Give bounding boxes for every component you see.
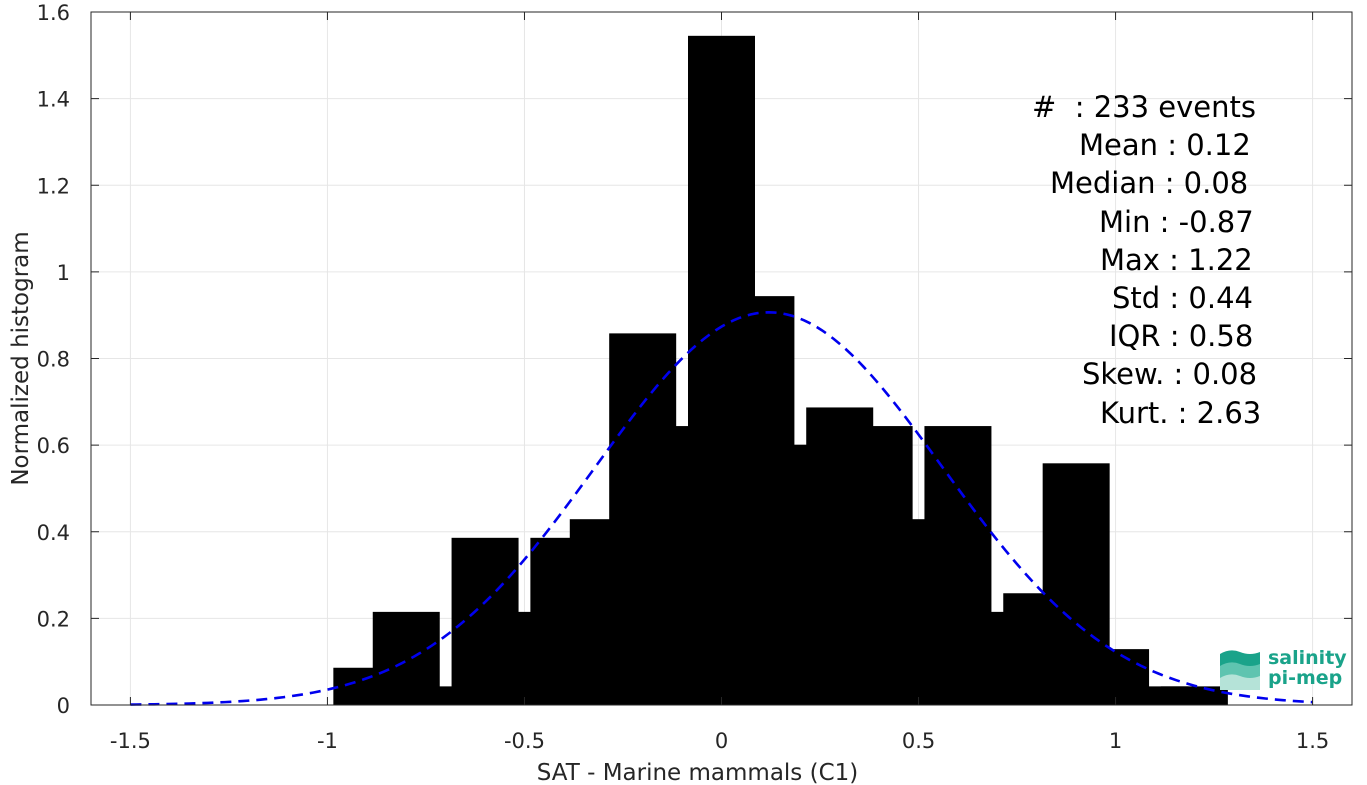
- stat-std: Std : 0.44: [1112, 281, 1253, 316]
- stat-skew: Skew. : 0.08: [1082, 357, 1258, 392]
- logo-text: salinity pi-mep: [1268, 648, 1347, 688]
- y-tick-label-1: 0.2: [37, 607, 70, 631]
- stat-kurt: Kurt. : 2.63: [1100, 395, 1262, 430]
- histogram-bars: [333, 35, 1228, 705]
- y-tick-label-5: 1: [57, 261, 70, 285]
- y-axis-ticks: 0 0.2 0.4 0.6 0.8 1 1.2 1.4 1.6: [37, 1, 1352, 718]
- stat-events: # : 233 events: [1032, 90, 1256, 124]
- y-tick-label-6: 1.2: [37, 174, 70, 198]
- y-axis-label: Normalized histogram: [8, 231, 34, 485]
- x-tick-label-4: 0.5: [902, 729, 935, 753]
- statistics-box: # : 233 events Mean : 0.12 Median : 0.08…: [960, 88, 1320, 432]
- x-axis-ticks: -1.5 -1 -0.5 0 0.5 1 1.5: [110, 12, 1329, 753]
- stat-iqr: IQR : 0.58: [1109, 319, 1254, 354]
- normal-fit-curve: [130, 310, 1313, 706]
- stat-min: Min : -0.87: [1099, 204, 1254, 239]
- logo-line2: pi-mep: [1268, 667, 1343, 689]
- stat-mean: Mean : 0.12: [1079, 128, 1251, 163]
- y-tick-label-4: 0.8: [37, 348, 70, 372]
- salinity-pimep-logo: salinity pi-mep: [1216, 646, 1347, 694]
- x-tick-label-3: 0: [715, 729, 728, 753]
- stat-max: Max : 1.22: [1100, 242, 1253, 277]
- y-tick-label-2: 0.4: [37, 521, 70, 545]
- stat-median: Median : 0.08: [1050, 166, 1249, 201]
- x-tick-label-1: -1: [317, 729, 338, 753]
- y-tick-label-3: 0.6: [37, 434, 70, 458]
- x-tick-label-2: -0.5: [504, 729, 545, 753]
- x-tick-label-0: -1.5: [110, 729, 151, 753]
- y-tick-label-8: 1.6: [37, 1, 70, 25]
- x-tick-label-6: 1.5: [1296, 729, 1329, 753]
- x-axis-label: SAT - Marine mammals (C1): [537, 760, 859, 785]
- logo-line1: salinity: [1268, 647, 1347, 669]
- y-tick-label-0: 0: [57, 694, 70, 718]
- y-tick-label-7: 1.4: [37, 88, 70, 112]
- logo-wave-icon: [1220, 650, 1260, 690]
- x-tick-label-5: 1: [1109, 729, 1122, 753]
